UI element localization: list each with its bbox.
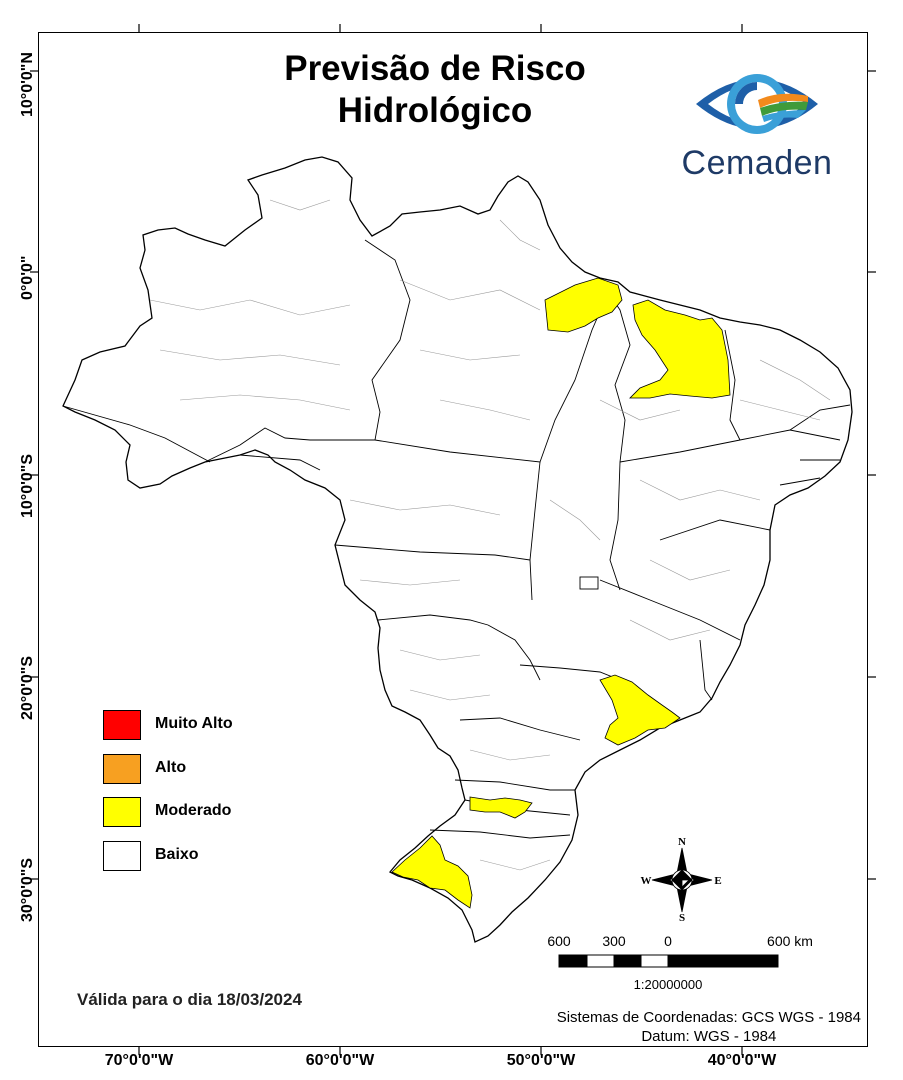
coord-system-line-2: Datum: WGS - 1984 bbox=[641, 1028, 777, 1045]
map-title: Previsão de Risco Hidrológico bbox=[200, 48, 670, 132]
legend-item-moderado: Moderado bbox=[103, 797, 233, 841]
scale-label: 0 bbox=[664, 933, 672, 949]
latitude-label: 0°0'0" bbox=[19, 255, 36, 300]
risk-region-maranhao-piaui bbox=[629, 299, 731, 399]
legend-item-muito-alto: Muito Alto bbox=[103, 710, 233, 754]
legend: Muito Alto Alto Moderado Baixo bbox=[103, 710, 233, 884]
brazil-outline bbox=[62, 156, 853, 943]
coordinate-system: Sistemas de Coordenadas: GCS WGS - 1984 … bbox=[557, 1008, 861, 1046]
cemaden-logo: Cemaden bbox=[668, 66, 846, 186]
title-line-2: Hidrológico bbox=[337, 91, 533, 130]
legend-label: Muito Alto bbox=[155, 715, 233, 732]
scale-label: 600 bbox=[547, 933, 571, 949]
legend-swatch-muito-alto bbox=[103, 710, 141, 740]
cemaden-eye-icon bbox=[696, 74, 818, 134]
longitude-label: 50°0'0"W bbox=[506, 1052, 576, 1069]
logo-text: Cemaden bbox=[681, 144, 833, 182]
latitude-label: 30°0'0"S bbox=[19, 857, 36, 922]
scale-ratio: 1:20000000 bbox=[633, 977, 703, 992]
legend-label: Moderado bbox=[155, 802, 232, 819]
legend-label: Alto bbox=[155, 758, 187, 776]
latitude-label: 10°0'0"S bbox=[19, 453, 36, 518]
risk-region-minas-sao-paulo bbox=[599, 674, 681, 746]
risk-regions-moderado bbox=[391, 277, 731, 909]
risk-region-parana-sc bbox=[469, 796, 533, 819]
scale-label: 600 km bbox=[767, 933, 813, 949]
validity-date: Válida para o dia 18/03/2024 bbox=[77, 990, 302, 1009]
basin-boundaries bbox=[149, 199, 831, 871]
latitude-label: 20°0'0"S bbox=[19, 655, 36, 720]
axis-ticks bbox=[30, 24, 876, 1055]
compass-icon bbox=[651, 847, 713, 913]
legend-swatch-alto bbox=[103, 753, 141, 784]
latitude-label: 10°0'0"N bbox=[19, 52, 36, 117]
legend-swatch-baixo bbox=[103, 840, 141, 871]
legend-swatch-moderado bbox=[103, 797, 141, 827]
risk-region-amapa bbox=[544, 277, 623, 333]
coord-system-line-1: Sistemas de Coordenadas: GCS WGS - 1984 bbox=[556, 1009, 861, 1026]
legend-label: Baixo bbox=[155, 845, 199, 863]
longitude-label: 40°0'0"W bbox=[707, 1052, 777, 1069]
compass-south: S bbox=[678, 912, 686, 924]
legend-item-alto: Alto bbox=[103, 753, 233, 798]
scale-label: 300 bbox=[602, 933, 626, 949]
longitude-label: 60°0'0"W bbox=[305, 1052, 375, 1069]
compass-west: W bbox=[640, 875, 652, 887]
longitude-label: 70°0'0"W bbox=[104, 1052, 174, 1069]
compass-north: N bbox=[678, 836, 686, 848]
compass-east: E bbox=[714, 875, 722, 887]
risk-region-rs-west bbox=[391, 835, 473, 909]
map-frame bbox=[38, 32, 868, 1047]
scale-bar bbox=[558, 954, 779, 968]
legend-item-baixo: Baixo bbox=[103, 840, 233, 885]
title-line-1: Previsão de Risco bbox=[284, 49, 586, 88]
